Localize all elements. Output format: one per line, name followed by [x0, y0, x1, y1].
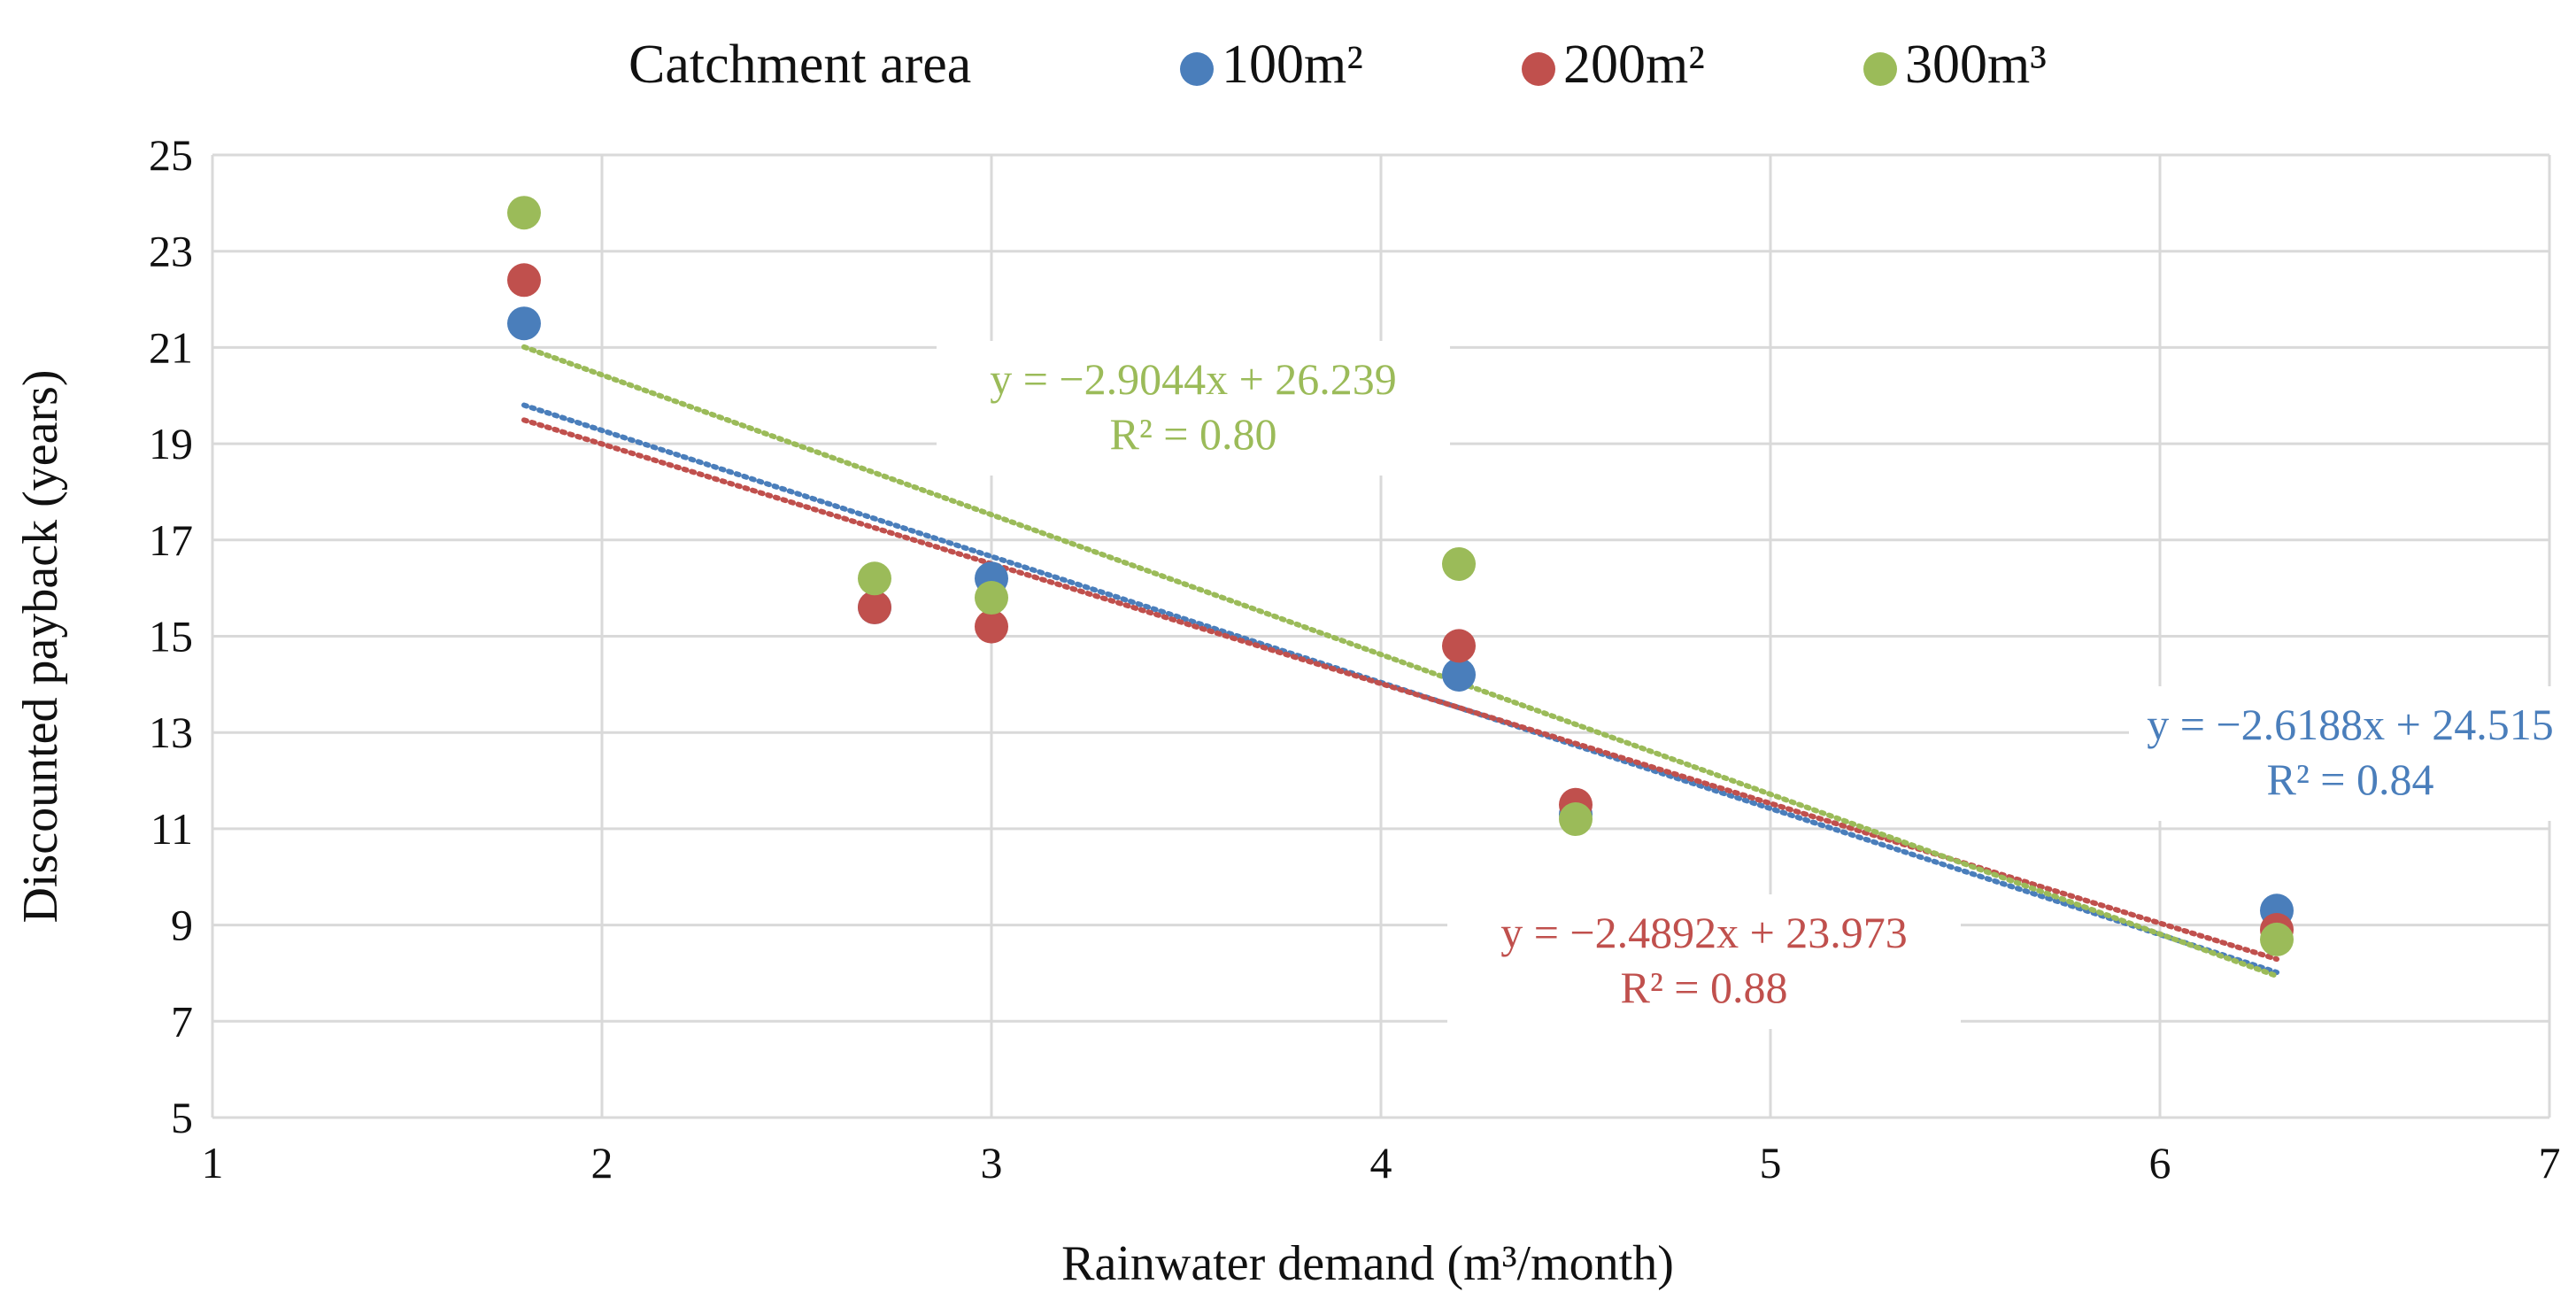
- trendline-series-2: [521, 417, 2279, 963]
- data-point-series-3: [507, 196, 541, 230]
- trendline-r2: R² = 0.84: [2266, 754, 2433, 804]
- legend: Catchment area 100m² 200m² 300m³: [629, 35, 2047, 95]
- data-point-series-3: [975, 581, 1008, 615]
- legend-marker-100: [1180, 52, 1214, 86]
- trendline-label-box: [1447, 894, 1961, 1029]
- y-tick-label: 9: [171, 901, 193, 950]
- legend-marker-300: [1863, 52, 1897, 86]
- y-axis-title: Discounted payback (years): [13, 369, 68, 923]
- data-point-series-1: [507, 306, 541, 341]
- y-tick-label: 13: [149, 708, 193, 757]
- x-tick-label: 6: [2149, 1138, 2171, 1187]
- x-tick-label: 3: [981, 1138, 1003, 1187]
- grid: [211, 153, 2551, 1119]
- trendline-r2: R² = 0.80: [1109, 409, 1276, 459]
- x-tick-label: 2: [591, 1138, 613, 1187]
- data-point-series-2: [975, 609, 1008, 644]
- trendline-r2: R² = 0.88: [1620, 963, 1787, 1012]
- y-tick-label: 25: [149, 130, 193, 180]
- data-point-series-3: [1442, 546, 1476, 581]
- y-tick-label: 17: [149, 515, 193, 565]
- trendline-label-box: [2129, 686, 2572, 821]
- data-point-series-3: [858, 561, 891, 596]
- data-point-series-1: [1442, 657, 1476, 692]
- trendlines: [521, 344, 2279, 979]
- x-tick-label: 5: [1760, 1138, 1782, 1187]
- x-axis-title: Rainwater demand (m³/month): [1061, 1236, 1674, 1291]
- trendline-equation: y = −2.9044x + 26.239: [990, 354, 1397, 404]
- y-tick-label: 7: [171, 996, 193, 1046]
- legend-marker-200: [1522, 52, 1555, 86]
- y-tick-label: 15: [149, 612, 193, 661]
- legend-label-300: 300m³: [1905, 35, 2047, 95]
- legend-label-200: 200m²: [1563, 35, 1705, 95]
- data-point-series-3: [2260, 922, 2294, 956]
- x-tick-label: 1: [202, 1138, 224, 1187]
- data-points: [507, 196, 2294, 956]
- y-tick-label: 21: [149, 322, 193, 372]
- data-point-series-2: [507, 263, 541, 298]
- trendline-equation: y = −2.6188x + 24.515: [2147, 700, 2554, 749]
- trendline-series-3: [521, 344, 2279, 979]
- trendline-labels: y = −2.6188x + 24.515 R² = 0.84 y = −2.489…: [937, 341, 2572, 1029]
- y-tick-label: 5: [171, 1093, 193, 1142]
- y-tick-label: 19: [149, 419, 193, 468]
- x-tick-label: 4: [1370, 1138, 1392, 1187]
- trendline-equation: y = −2.4892x + 23.973: [1500, 908, 1908, 957]
- legend-label-100: 100m²: [1222, 35, 1363, 95]
- data-point-series-2: [858, 590, 891, 624]
- x-tick-label: 7: [2539, 1138, 2561, 1187]
- y-tick-label: 11: [150, 804, 193, 854]
- data-point-series-2: [1442, 629, 1476, 663]
- data-point-series-3: [1559, 802, 1593, 837]
- y-tick-label: 23: [149, 227, 193, 276]
- trendline-label-box: [937, 341, 1450, 476]
- legend-title: Catchment area: [629, 35, 971, 95]
